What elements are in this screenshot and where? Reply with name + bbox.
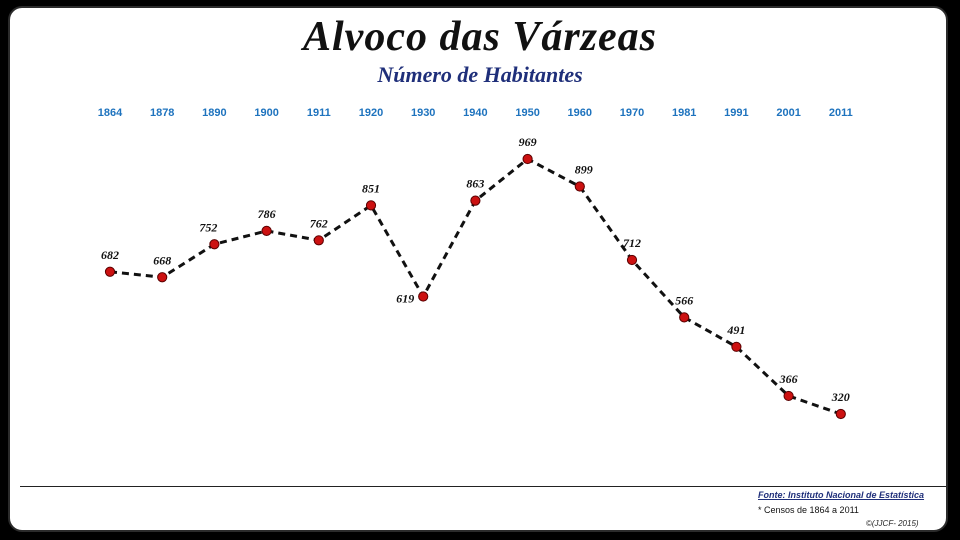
data-label: 619 — [396, 292, 414, 306]
data-point — [157, 272, 168, 283]
chart-card: Alvoco das Várzeas Número de Habitantes … — [8, 6, 948, 532]
x-tick-label: 1960 — [568, 107, 592, 119]
data-point — [418, 291, 429, 302]
data-point — [783, 390, 794, 402]
data-point — [522, 153, 533, 165]
data-label: 320 — [831, 390, 850, 404]
line-chart: 1864 1878 1890 1900 1911 1920 1930 1940 1950 1960… — [98, 107, 853, 420]
data-label: 863 — [466, 177, 484, 191]
x-tick-label: 1864 — [98, 107, 123, 119]
data-point — [209, 239, 220, 250]
data-label: 682 — [101, 248, 119, 262]
data-label: 668 — [153, 253, 171, 267]
data-point — [835, 408, 846, 420]
data-point — [626, 254, 638, 266]
x-tick-label: 1981 — [672, 107, 696, 119]
data-label: 786 — [258, 207, 276, 221]
footer-divider — [20, 486, 946, 487]
x-tick-label: 1991 — [724, 107, 748, 119]
x-tick-label: 1970 — [620, 107, 644, 119]
x-tick-label: 1911 — [307, 107, 331, 119]
source-note: Fonte: Instituto Nacional de Estatística — [758, 490, 925, 500]
data-point — [261, 225, 272, 237]
x-tick-label: 2001 — [776, 107, 800, 119]
data-label: 851 — [362, 181, 380, 195]
x-tick-label: 1878 — [150, 107, 174, 119]
chart-title: Alvoco das Várzeas — [303, 14, 657, 60]
data-label: 752 — [199, 220, 217, 234]
x-tick-label: 1950 — [515, 107, 539, 119]
x-tick-label: 1890 — [202, 107, 226, 119]
data-point — [470, 195, 481, 206]
x-tick-label: 2011 — [829, 107, 853, 119]
data-label: 491 — [726, 323, 745, 337]
data-label: 712 — [623, 236, 641, 250]
x-tick-label: 1920 — [359, 107, 383, 119]
data-point — [365, 200, 377, 211]
data-point — [574, 181, 585, 192]
census-note: * Censos de 1864 a 2011 — [758, 505, 859, 515]
data-label: 566 — [675, 293, 693, 307]
x-tick-label: 1900 — [254, 107, 278, 119]
data-label: 366 — [779, 372, 798, 386]
data-labels-group: 682 668 752 786 762 851 619 863 969 899 712 566 491 3… — [101, 135, 850, 404]
copyright-note: ©(JJCF- 2015) — [866, 519, 919, 528]
data-label: 899 — [575, 163, 593, 177]
data-point — [313, 235, 324, 246]
chart-subtitle: Número de Habitantes — [377, 62, 583, 87]
data-point — [104, 266, 116, 277]
x-tick-label: 1930 — [411, 107, 435, 119]
data-point — [679, 312, 690, 323]
x-tick-label: 1940 — [463, 107, 487, 119]
data-label: 969 — [519, 135, 537, 149]
markers-group — [104, 153, 846, 420]
x-axis-ticks: 1864 1878 1890 1900 1911 1920 1930 1940 1950 1960… — [98, 107, 853, 119]
data-label: 762 — [310, 216, 328, 230]
data-point — [731, 341, 742, 352]
